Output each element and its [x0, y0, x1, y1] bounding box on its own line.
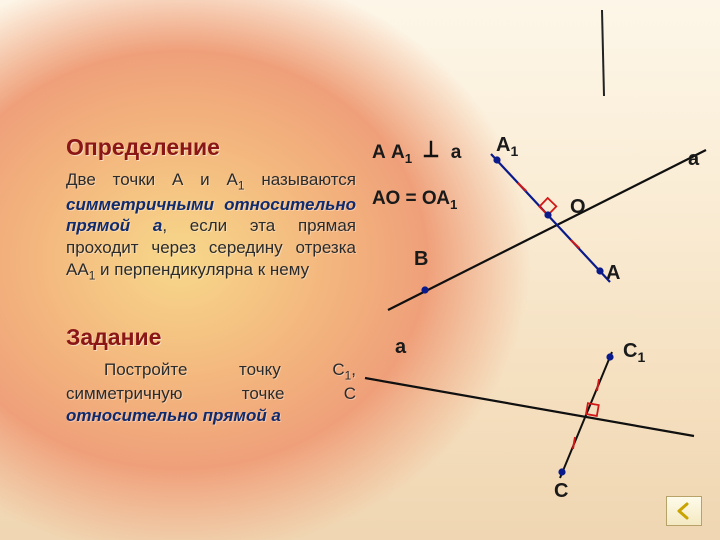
task-block: Задание Постройте точку С1, симметричную… — [66, 324, 356, 428]
formula-eq: АО = ОА1 — [372, 188, 457, 212]
definition-body: Две точки А и А1 называются симметричным… — [66, 169, 356, 284]
def-text-4: и перпендикулярна к нему — [95, 260, 309, 279]
perp-icon — [423, 140, 439, 166]
formula-perp-left: А А — [372, 142, 405, 163]
definition-heading: Определение — [66, 134, 356, 161]
def-text-2: называются — [245, 170, 357, 189]
formula-eq-text: АО = ОА — [372, 188, 450, 209]
task-emph-1: относительно прямой а — [66, 406, 281, 425]
prev-slide-button[interactable] — [666, 496, 702, 526]
formula-perp: А А1 а — [372, 140, 461, 166]
formula-perp-sub: 1 — [405, 151, 412, 166]
def-sub-1: 1 — [238, 178, 245, 192]
formula-perp-right: а — [451, 142, 462, 163]
task-body: Постройте точку С1, симметричную точке С… — [66, 359, 356, 428]
formula-eq-sub: 1 — [450, 197, 457, 212]
task-text-1: Постройте точку С — [104, 360, 345, 379]
task-heading: Задание — [66, 324, 356, 351]
chevron-left-icon — [674, 502, 694, 520]
text-column: Определение Две точки А и А1 называются … — [66, 134, 356, 428]
def-text-1: Две точки А и А — [66, 170, 238, 189]
